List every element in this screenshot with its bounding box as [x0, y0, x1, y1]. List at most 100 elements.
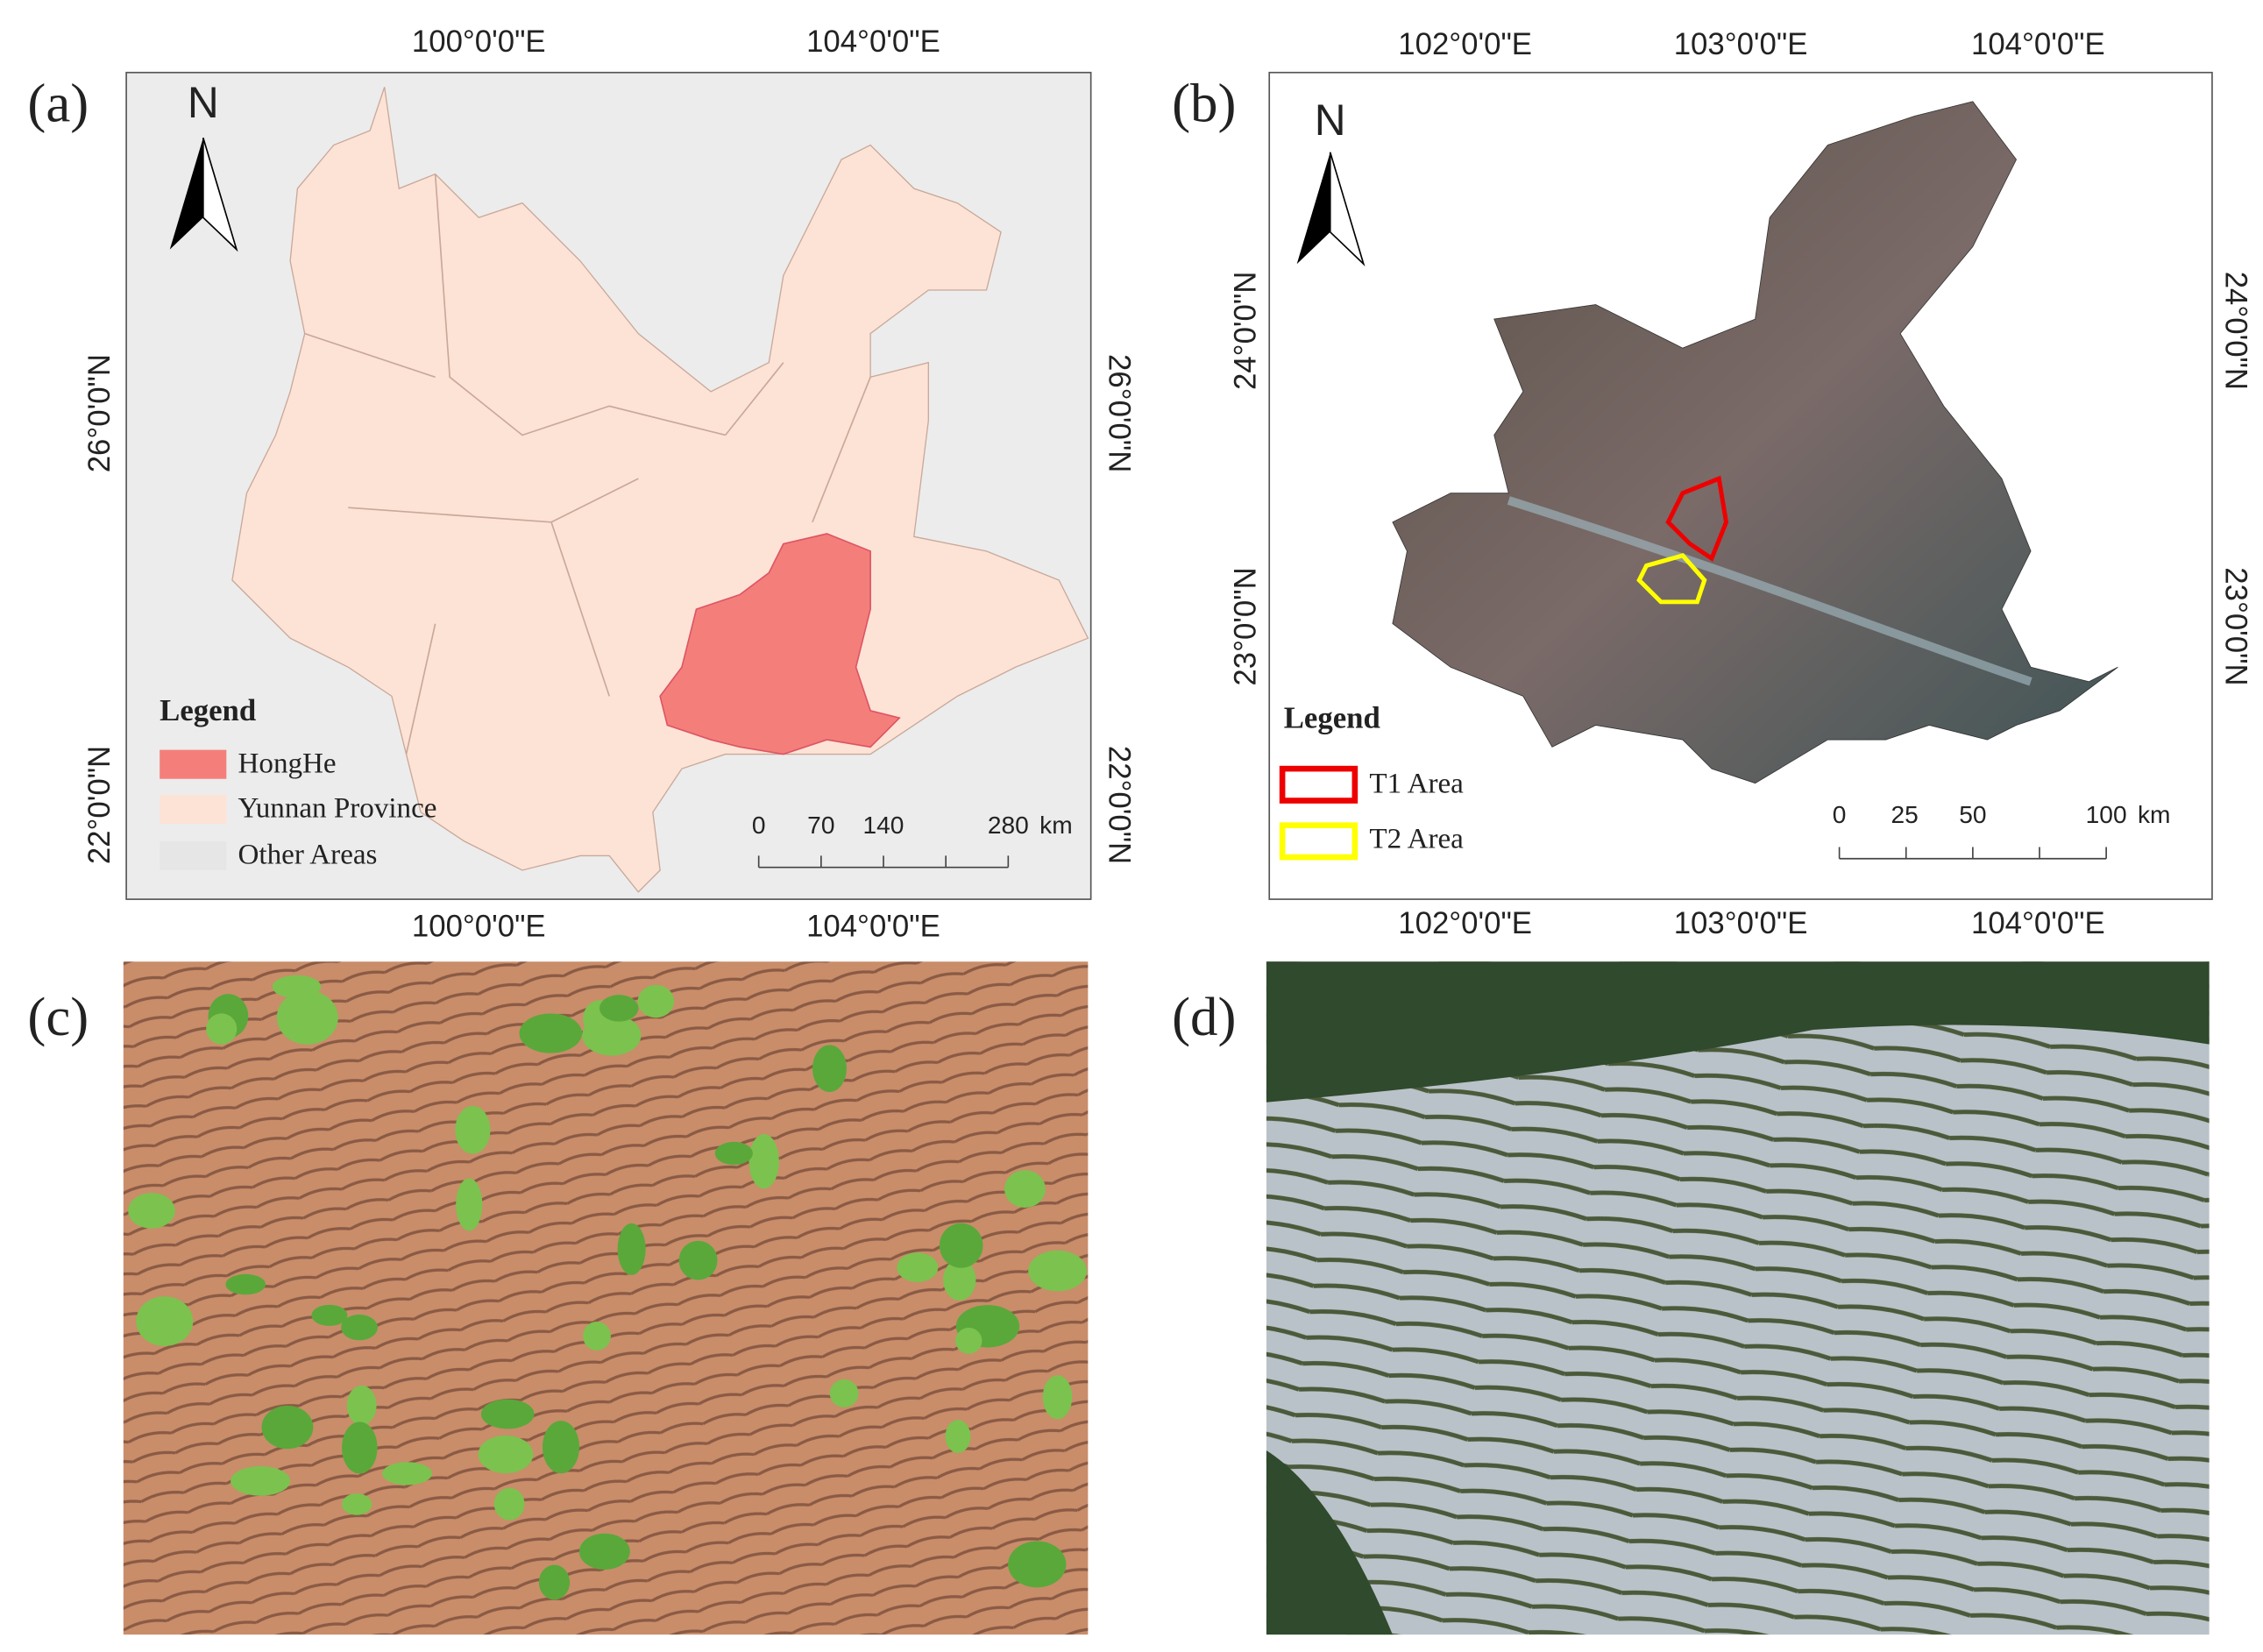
- legend-item: T1 Area: [1369, 769, 1464, 800]
- yunnan-province: [231, 87, 1089, 893]
- tree: [311, 1304, 348, 1326]
- tree: [1008, 1541, 1067, 1588]
- photo-terraces: [123, 961, 1089, 1635]
- lat-label: 22°0'0"N: [1102, 746, 1135, 864]
- tree: [341, 1422, 378, 1474]
- tree: [812, 1045, 847, 1092]
- valley: [1507, 496, 2032, 686]
- tree: [748, 1134, 779, 1189]
- legend-item: Yunnan Province: [238, 793, 437, 825]
- tree: [945, 1420, 971, 1453]
- north-label: N: [1315, 96, 1346, 145]
- tree: [480, 1399, 535, 1429]
- legend-item: T2 Area: [1369, 823, 1464, 854]
- tree: [578, 1533, 630, 1570]
- legend-item: HongHe: [238, 748, 337, 779]
- foliage: [1266, 1450, 1393, 1635]
- tree: [1028, 1250, 1088, 1292]
- tree: [519, 1013, 583, 1053]
- tree: [346, 1385, 377, 1426]
- tree: [538, 1564, 571, 1600]
- lat-label: 24°0'0"N: [2219, 272, 2252, 390]
- panel-label: (d): [1172, 986, 1236, 1047]
- lon-label: 100°0'0"E: [412, 910, 546, 943]
- legend-swatch: [160, 840, 227, 870]
- lon-label: 104°0'0"E: [806, 25, 940, 59]
- lat-label: 26°0'0"N: [83, 354, 117, 472]
- tree: [542, 1421, 580, 1474]
- tree: [276, 990, 338, 1045]
- legend-swatch: [1279, 822, 1359, 861]
- tree: [493, 1487, 525, 1521]
- tree: [456, 1178, 483, 1231]
- t1-area: [1665, 475, 1729, 562]
- tree: [382, 1462, 433, 1485]
- scale-label: 0: [752, 812, 766, 839]
- trees: [128, 975, 1088, 1600]
- scale-bar: [1838, 847, 2107, 860]
- tree: [583, 1322, 611, 1351]
- panel-label: (b): [1172, 73, 1236, 134]
- panel-d: (d): [1172, 961, 2210, 1635]
- scale-label: 140: [863, 812, 904, 839]
- lat-label: 23°0'0"N: [2219, 567, 2252, 685]
- lon-label: 102°0'0"E: [1398, 907, 1532, 940]
- boundary-lines: [304, 174, 871, 755]
- legend-swatch: [1279, 765, 1359, 804]
- scale-label: 25: [1891, 801, 1918, 828]
- panel-label: (c): [27, 986, 89, 1047]
- panel-a: (a) N 100°0'0"E 104°0'0"E 100°0'0"E 104°…: [27, 25, 1135, 944]
- tree: [1004, 1170, 1046, 1209]
- scale-unit: km: [2138, 801, 2171, 828]
- legend-title: Legend: [160, 693, 256, 727]
- study-area-image: [1392, 101, 2118, 784]
- lon-label: 104°0'0"E: [1971, 907, 2105, 940]
- north-arrow: [1296, 152, 1330, 265]
- lon-label: 100°0'0"E: [412, 25, 546, 59]
- north-arrow: [169, 138, 203, 250]
- north-label: N: [188, 78, 219, 127]
- lon-label: 104°0'0"E: [806, 910, 940, 943]
- tree: [342, 1493, 372, 1515]
- tree: [955, 1328, 983, 1354]
- tree: [943, 1258, 976, 1301]
- forest: [1266, 961, 2210, 1103]
- legend-title: Legend: [1284, 700, 1380, 734]
- tree: [829, 1379, 859, 1407]
- tree: [599, 995, 639, 1022]
- lat-label: 23°0'0"N: [1230, 567, 1263, 685]
- tree: [455, 1105, 491, 1154]
- panel-label: (a): [27, 73, 89, 134]
- tree: [341, 1315, 378, 1341]
- scale-label: 50: [1959, 801, 1986, 828]
- tree: [206, 1013, 238, 1045]
- tree: [678, 1240, 718, 1280]
- legend-item: Other Areas: [238, 840, 378, 871]
- scale-label: 280: [988, 812, 1029, 839]
- tree: [617, 1223, 646, 1275]
- tree: [897, 1252, 939, 1282]
- tree: [478, 1435, 534, 1474]
- lat-label: 26°0'0"N: [1102, 354, 1135, 472]
- lon-label: 103°0'0"E: [1674, 28, 1808, 61]
- panel-b: (b) N 102°0'0"E 103°0'0"E 104°0'0"E 102°…: [1172, 28, 2252, 940]
- lon-label: 103°0'0"E: [1674, 907, 1808, 940]
- legend-swatch: [160, 794, 227, 825]
- scale-unit: km: [1039, 812, 1073, 839]
- scale-bar: [757, 855, 1010, 869]
- scale-label: 0: [1833, 801, 1847, 828]
- tree: [136, 1296, 194, 1346]
- tree: [128, 1193, 175, 1229]
- tree: [272, 975, 322, 999]
- lat-label: 24°0'0"N: [1230, 272, 1263, 390]
- scale-label: 100: [2086, 801, 2127, 828]
- north-arrow: [202, 137, 238, 252]
- panel-c: (c): [27, 961, 1089, 1635]
- tree: [225, 1273, 266, 1295]
- tree: [714, 1141, 753, 1166]
- tree: [1042, 1375, 1073, 1420]
- north-arrow: [1329, 152, 1366, 266]
- t2-area: [1636, 553, 1707, 605]
- lon-label: 104°0'0"E: [1971, 28, 2105, 61]
